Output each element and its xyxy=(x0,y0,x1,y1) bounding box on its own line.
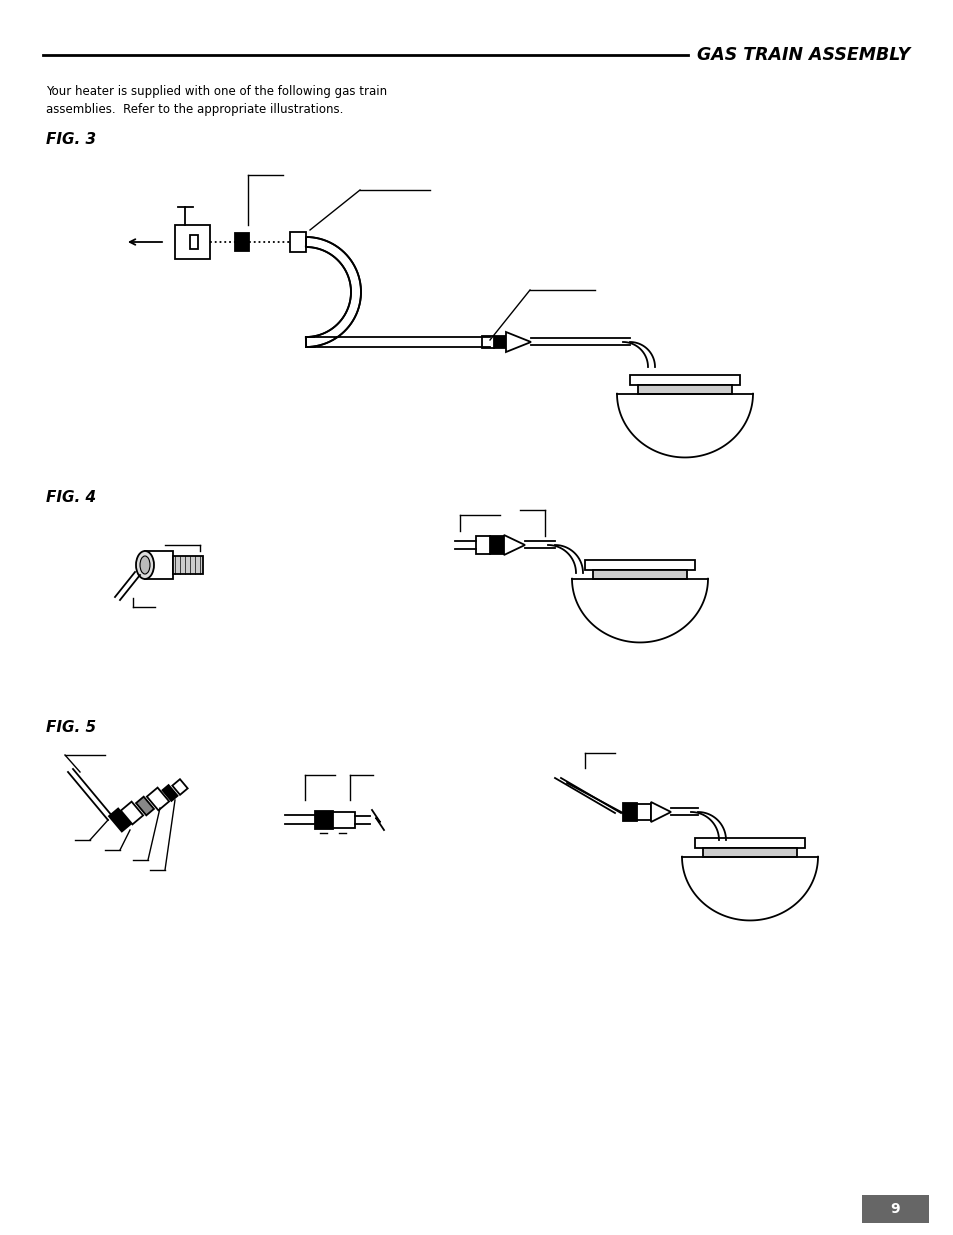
Bar xyxy=(494,336,505,348)
Bar xyxy=(333,811,355,827)
Bar xyxy=(622,803,637,821)
Text: 9: 9 xyxy=(889,1202,899,1216)
Polygon shape xyxy=(505,332,531,352)
Polygon shape xyxy=(147,788,169,810)
Text: Your heater is supplied with one of the following gas train
assemblies.  Refer t: Your heater is supplied with one of the … xyxy=(46,85,387,116)
Bar xyxy=(476,536,490,555)
Ellipse shape xyxy=(140,556,150,574)
Bar xyxy=(172,556,203,574)
Text: FIG. 3: FIG. 3 xyxy=(46,132,96,147)
Bar xyxy=(490,536,503,555)
Bar xyxy=(637,804,650,820)
Bar xyxy=(584,559,695,571)
Bar xyxy=(629,375,740,385)
Bar xyxy=(862,1195,928,1223)
Bar xyxy=(190,235,198,249)
Polygon shape xyxy=(172,779,188,795)
Bar xyxy=(290,232,306,252)
Bar xyxy=(694,839,804,848)
Polygon shape xyxy=(503,535,524,555)
Polygon shape xyxy=(162,785,177,802)
Text: FIG. 5: FIG. 5 xyxy=(46,720,96,735)
Polygon shape xyxy=(121,802,143,825)
Polygon shape xyxy=(136,797,153,815)
Bar xyxy=(481,336,494,348)
Bar xyxy=(593,571,686,579)
Bar xyxy=(234,233,249,251)
Bar xyxy=(702,848,796,857)
Ellipse shape xyxy=(136,551,153,579)
Text: GAS TRAIN ASSEMBLY: GAS TRAIN ASSEMBLY xyxy=(696,46,909,64)
Text: FIG. 4: FIG. 4 xyxy=(46,490,96,505)
Polygon shape xyxy=(650,802,670,823)
Polygon shape xyxy=(109,809,131,831)
Bar xyxy=(145,551,172,579)
Bar xyxy=(314,811,333,829)
Bar xyxy=(638,385,731,394)
Bar xyxy=(174,225,210,259)
